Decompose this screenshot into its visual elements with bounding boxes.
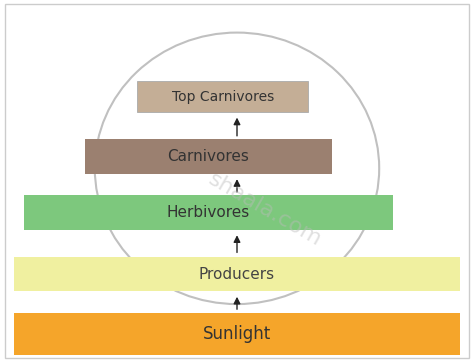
FancyBboxPatch shape: [85, 139, 332, 174]
Text: Carnivores: Carnivores: [168, 149, 249, 164]
Text: Sunlight: Sunlight: [203, 325, 271, 343]
Text: Producers: Producers: [199, 267, 275, 282]
FancyBboxPatch shape: [14, 257, 460, 291]
FancyBboxPatch shape: [137, 81, 308, 112]
FancyBboxPatch shape: [24, 195, 393, 230]
FancyBboxPatch shape: [14, 313, 460, 355]
Text: shaala.com: shaala.com: [205, 169, 326, 251]
Text: Top Carnivores: Top Carnivores: [172, 90, 274, 104]
Text: Herbivores: Herbivores: [167, 205, 250, 220]
